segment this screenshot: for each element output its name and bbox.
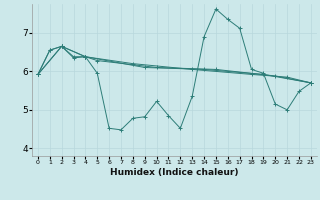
X-axis label: Humidex (Indice chaleur): Humidex (Indice chaleur) [110,168,239,177]
